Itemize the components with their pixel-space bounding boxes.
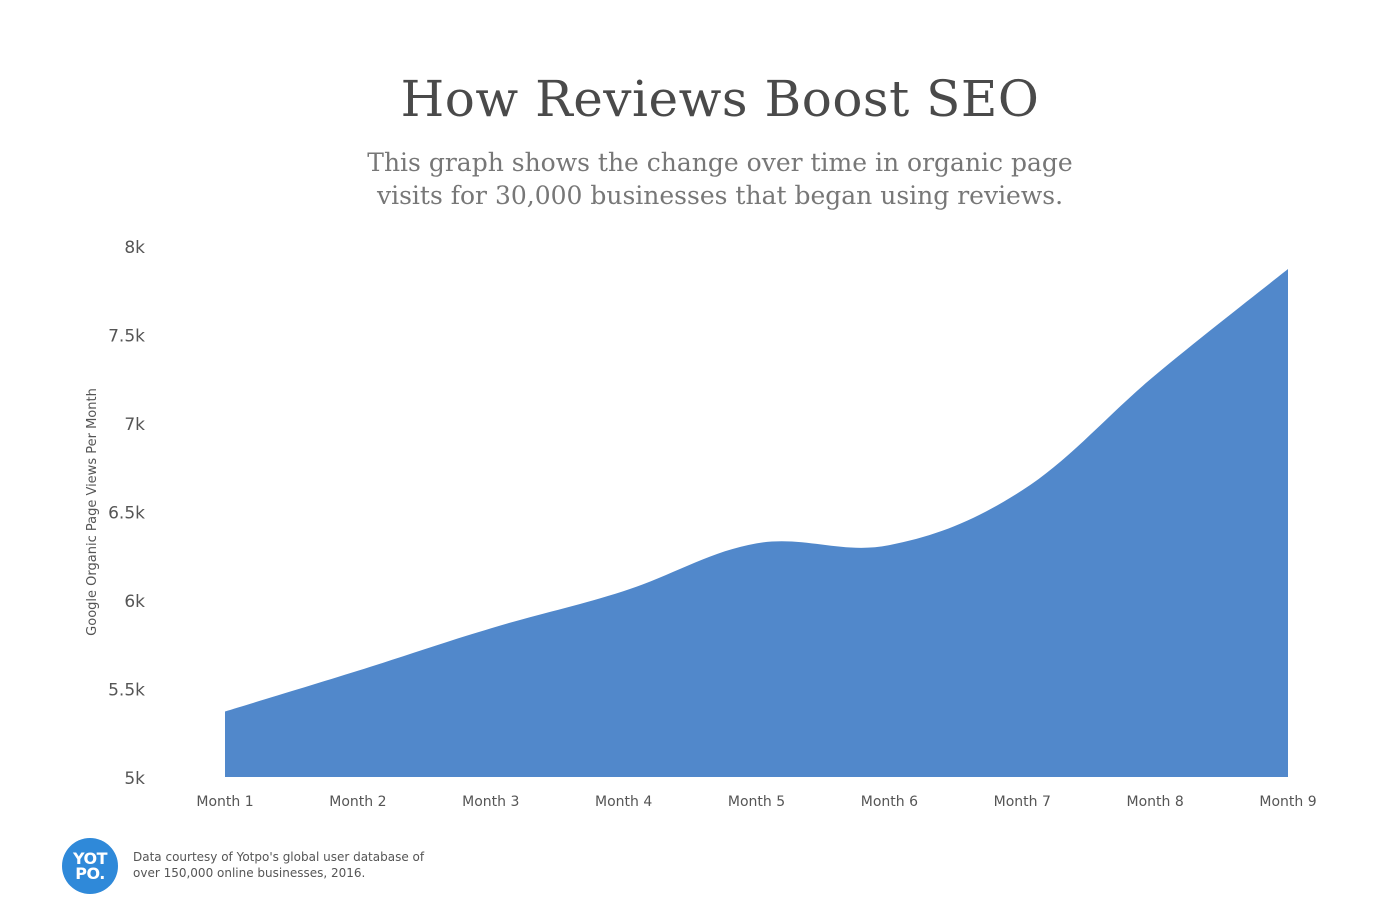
chart-title: How Reviews Boost SEO bbox=[400, 70, 1040, 128]
logo-line-1: YOT bbox=[72, 849, 108, 868]
y-tick-label: 7.5k bbox=[108, 327, 145, 347]
x-tick-label: Month 9 bbox=[1259, 794, 1316, 810]
y-axis-ticks: 5k 5.5k 6k 6.5k 7k 7.5k 8k bbox=[108, 238, 145, 789]
x-tick-label: Month 5 bbox=[728, 794, 785, 810]
x-tick-label: Month 6 bbox=[861, 794, 918, 810]
x-tick-label: Month 7 bbox=[994, 794, 1051, 810]
x-axis-ticks: Month 1 Month 2 Month 3 Month 4 Month 5 Month… bbox=[196, 794, 1316, 810]
x-tick-label: Month 1 bbox=[196, 794, 253, 810]
subtitle-line-2: visits for 30,000 businesses that began … bbox=[376, 181, 1064, 210]
x-tick-label: Month 2 bbox=[329, 794, 386, 810]
y-axis-label: Google Organic Page Views Per Month bbox=[85, 388, 100, 636]
note-line-1: Data courtesy of Yotpo's global user dat… bbox=[133, 850, 425, 864]
x-tick-label: Month 4 bbox=[595, 794, 652, 810]
chart-subtitle: This graph shows the change over time in… bbox=[300, 146, 1140, 212]
y-tick-label: 5k bbox=[124, 769, 145, 789]
area-series bbox=[225, 269, 1288, 777]
data-source-note: Data courtesy of Yotpo's global user dat… bbox=[133, 849, 493, 881]
x-tick-label: Month 3 bbox=[462, 794, 519, 810]
subtitle-line-1: This graph shows the change over time in… bbox=[367, 148, 1073, 177]
note-line-2: over 150,000 online businesses, 2016. bbox=[133, 866, 366, 880]
logo-line-2: PO. bbox=[75, 864, 105, 883]
y-tick-label: 6.5k bbox=[108, 504, 145, 524]
y-tick-label: 6k bbox=[124, 592, 145, 612]
x-tick-label: Month 8 bbox=[1127, 794, 1184, 810]
y-tick-label: 8k bbox=[124, 238, 145, 258]
y-tick-label: 5.5k bbox=[108, 681, 145, 701]
yotpo-logo: YOT PO. bbox=[62, 838, 118, 894]
y-tick-label: 7k bbox=[124, 415, 145, 435]
